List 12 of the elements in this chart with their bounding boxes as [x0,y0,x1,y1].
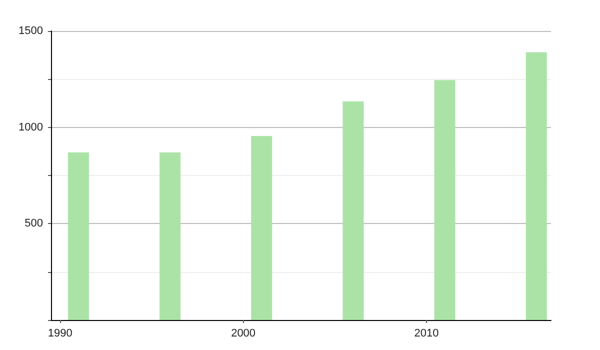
bar [68,152,89,320]
y-tick-label: 1500 [18,25,43,37]
x-tick-label: 2010 [414,328,439,340]
bar [251,136,272,320]
bar [526,52,547,320]
bar [342,101,364,320]
x-tick-label: 1990 [48,328,72,340]
y-tick-label: 1000 [18,121,43,134]
x-tick-label: 2000 [231,328,256,340]
bar [160,152,181,320]
y-tick-label: 500 [24,218,43,230]
bar [434,80,456,320]
